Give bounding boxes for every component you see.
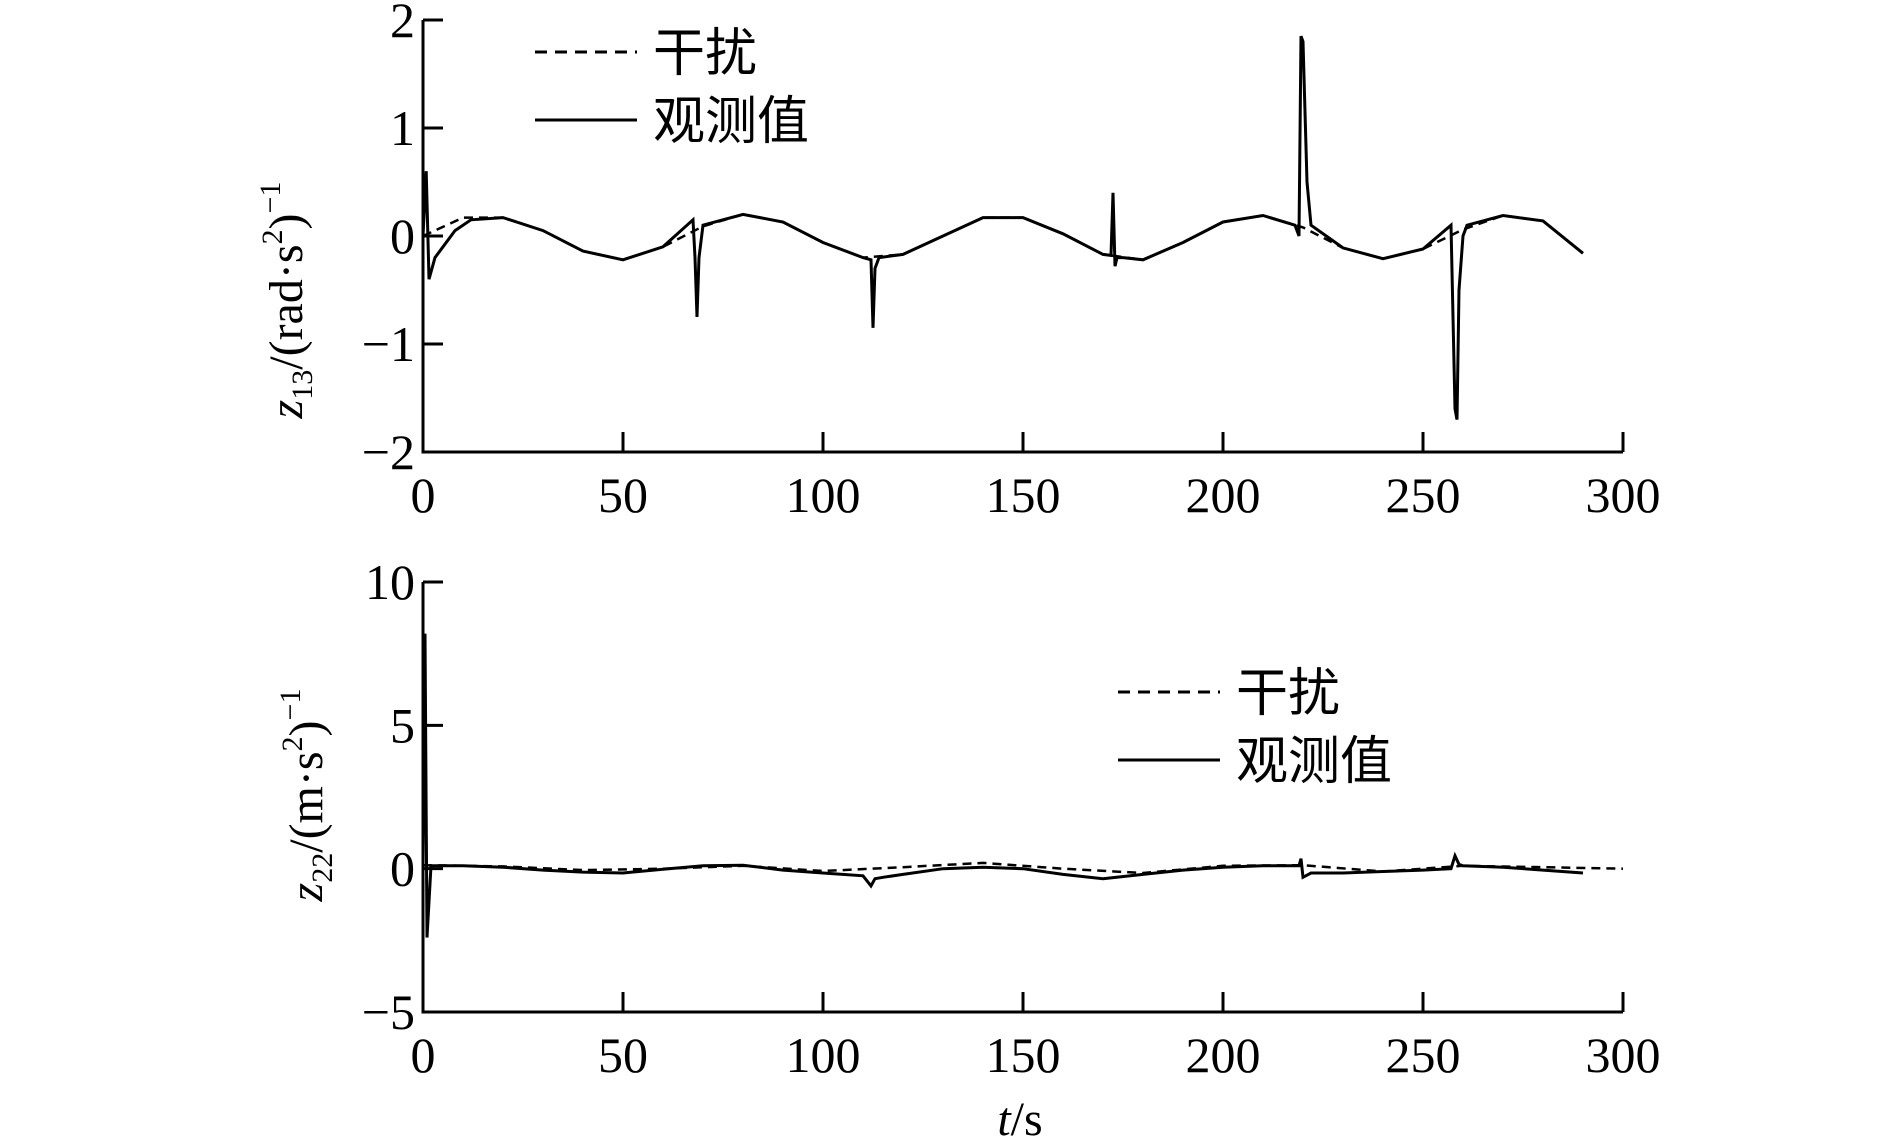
x-axis-unit: /s bbox=[1011, 1093, 1043, 1143]
y-tick-label: 2 bbox=[390, 0, 415, 48]
y-axis-unit-close: ) bbox=[280, 720, 333, 736]
x-tick-label: 200 bbox=[1186, 1027, 1261, 1083]
series-line-disturbance bbox=[422, 861, 1624, 875]
series-layer bbox=[421, 35, 1584, 420]
series-line-observed bbox=[421, 35, 1584, 420]
legend-label: 干扰 bbox=[653, 24, 757, 84]
ticks-layer: 0 50 100 150 200 250 300 −2 −1 0 1 2 bbox=[362, 0, 1661, 523]
x-tick-label: 250 bbox=[1386, 467, 1461, 523]
y-tick-label: −2 bbox=[362, 424, 415, 480]
plot-frame bbox=[421, 20, 1623, 454]
series-layer bbox=[421, 633, 1624, 938]
x-tick-label: 200 bbox=[1186, 467, 1261, 523]
x-tick-label: 50 bbox=[598, 1027, 648, 1083]
y-tick-label: 1 bbox=[390, 100, 415, 156]
series-line-observed bbox=[421, 633, 1584, 938]
x-axis-variable: t bbox=[997, 1093, 1012, 1143]
plot-frame bbox=[421, 582, 1623, 1014]
legend-label: 观测值 bbox=[1236, 732, 1392, 792]
x-tick-label: 50 bbox=[598, 467, 648, 523]
x-tick-label: 0 bbox=[411, 1027, 436, 1083]
x-tick-label: 0 bbox=[411, 467, 436, 523]
x-tick-label: 100 bbox=[786, 1027, 861, 1083]
y-tick-label: 0 bbox=[390, 841, 415, 897]
y-axis-unit: /(rad·s bbox=[260, 244, 313, 369]
x-tick-label: 150 bbox=[986, 467, 1061, 523]
y-axis-variable: z bbox=[280, 882, 333, 902]
y-axis-subscript: 13 bbox=[286, 370, 319, 400]
y-axis-subscript: 22 bbox=[306, 853, 339, 883]
y-axis-variable: z bbox=[260, 399, 313, 419]
y-tick-label: 10 bbox=[365, 554, 415, 610]
y-axis-unit-exp: −1 bbox=[274, 689, 307, 721]
y-tick-label: 0 bbox=[390, 208, 415, 264]
y-axis-unit-close: ) bbox=[260, 213, 313, 229]
x-tick-label: 300 bbox=[1586, 467, 1661, 523]
y-tick-label: −5 bbox=[362, 984, 415, 1040]
x-tick-label: 250 bbox=[1386, 1027, 1461, 1083]
x-tick-label: 300 bbox=[1586, 1027, 1661, 1083]
x-axis-label: t/s bbox=[997, 1093, 1042, 1143]
y-tick-label: 5 bbox=[390, 697, 415, 753]
y-axis-label: z13/(rad·s2)−1 bbox=[254, 182, 319, 420]
legend-label: 干扰 bbox=[1236, 664, 1340, 724]
legend-label: 观测值 bbox=[653, 92, 809, 152]
x-tick-label: 150 bbox=[986, 1027, 1061, 1083]
y-axis-label: z22/(m·s2)−1 bbox=[274, 689, 339, 903]
y-axis-unit-sup: 2 bbox=[276, 736, 309, 751]
y-axis-unit-sup: 2 bbox=[256, 229, 289, 244]
x-tick-label: 100 bbox=[786, 467, 861, 523]
y-axis-unit: /(m·s bbox=[280, 751, 333, 852]
y-axis-unit-exp: −1 bbox=[254, 182, 287, 214]
y-tick-label: −1 bbox=[362, 316, 415, 372]
